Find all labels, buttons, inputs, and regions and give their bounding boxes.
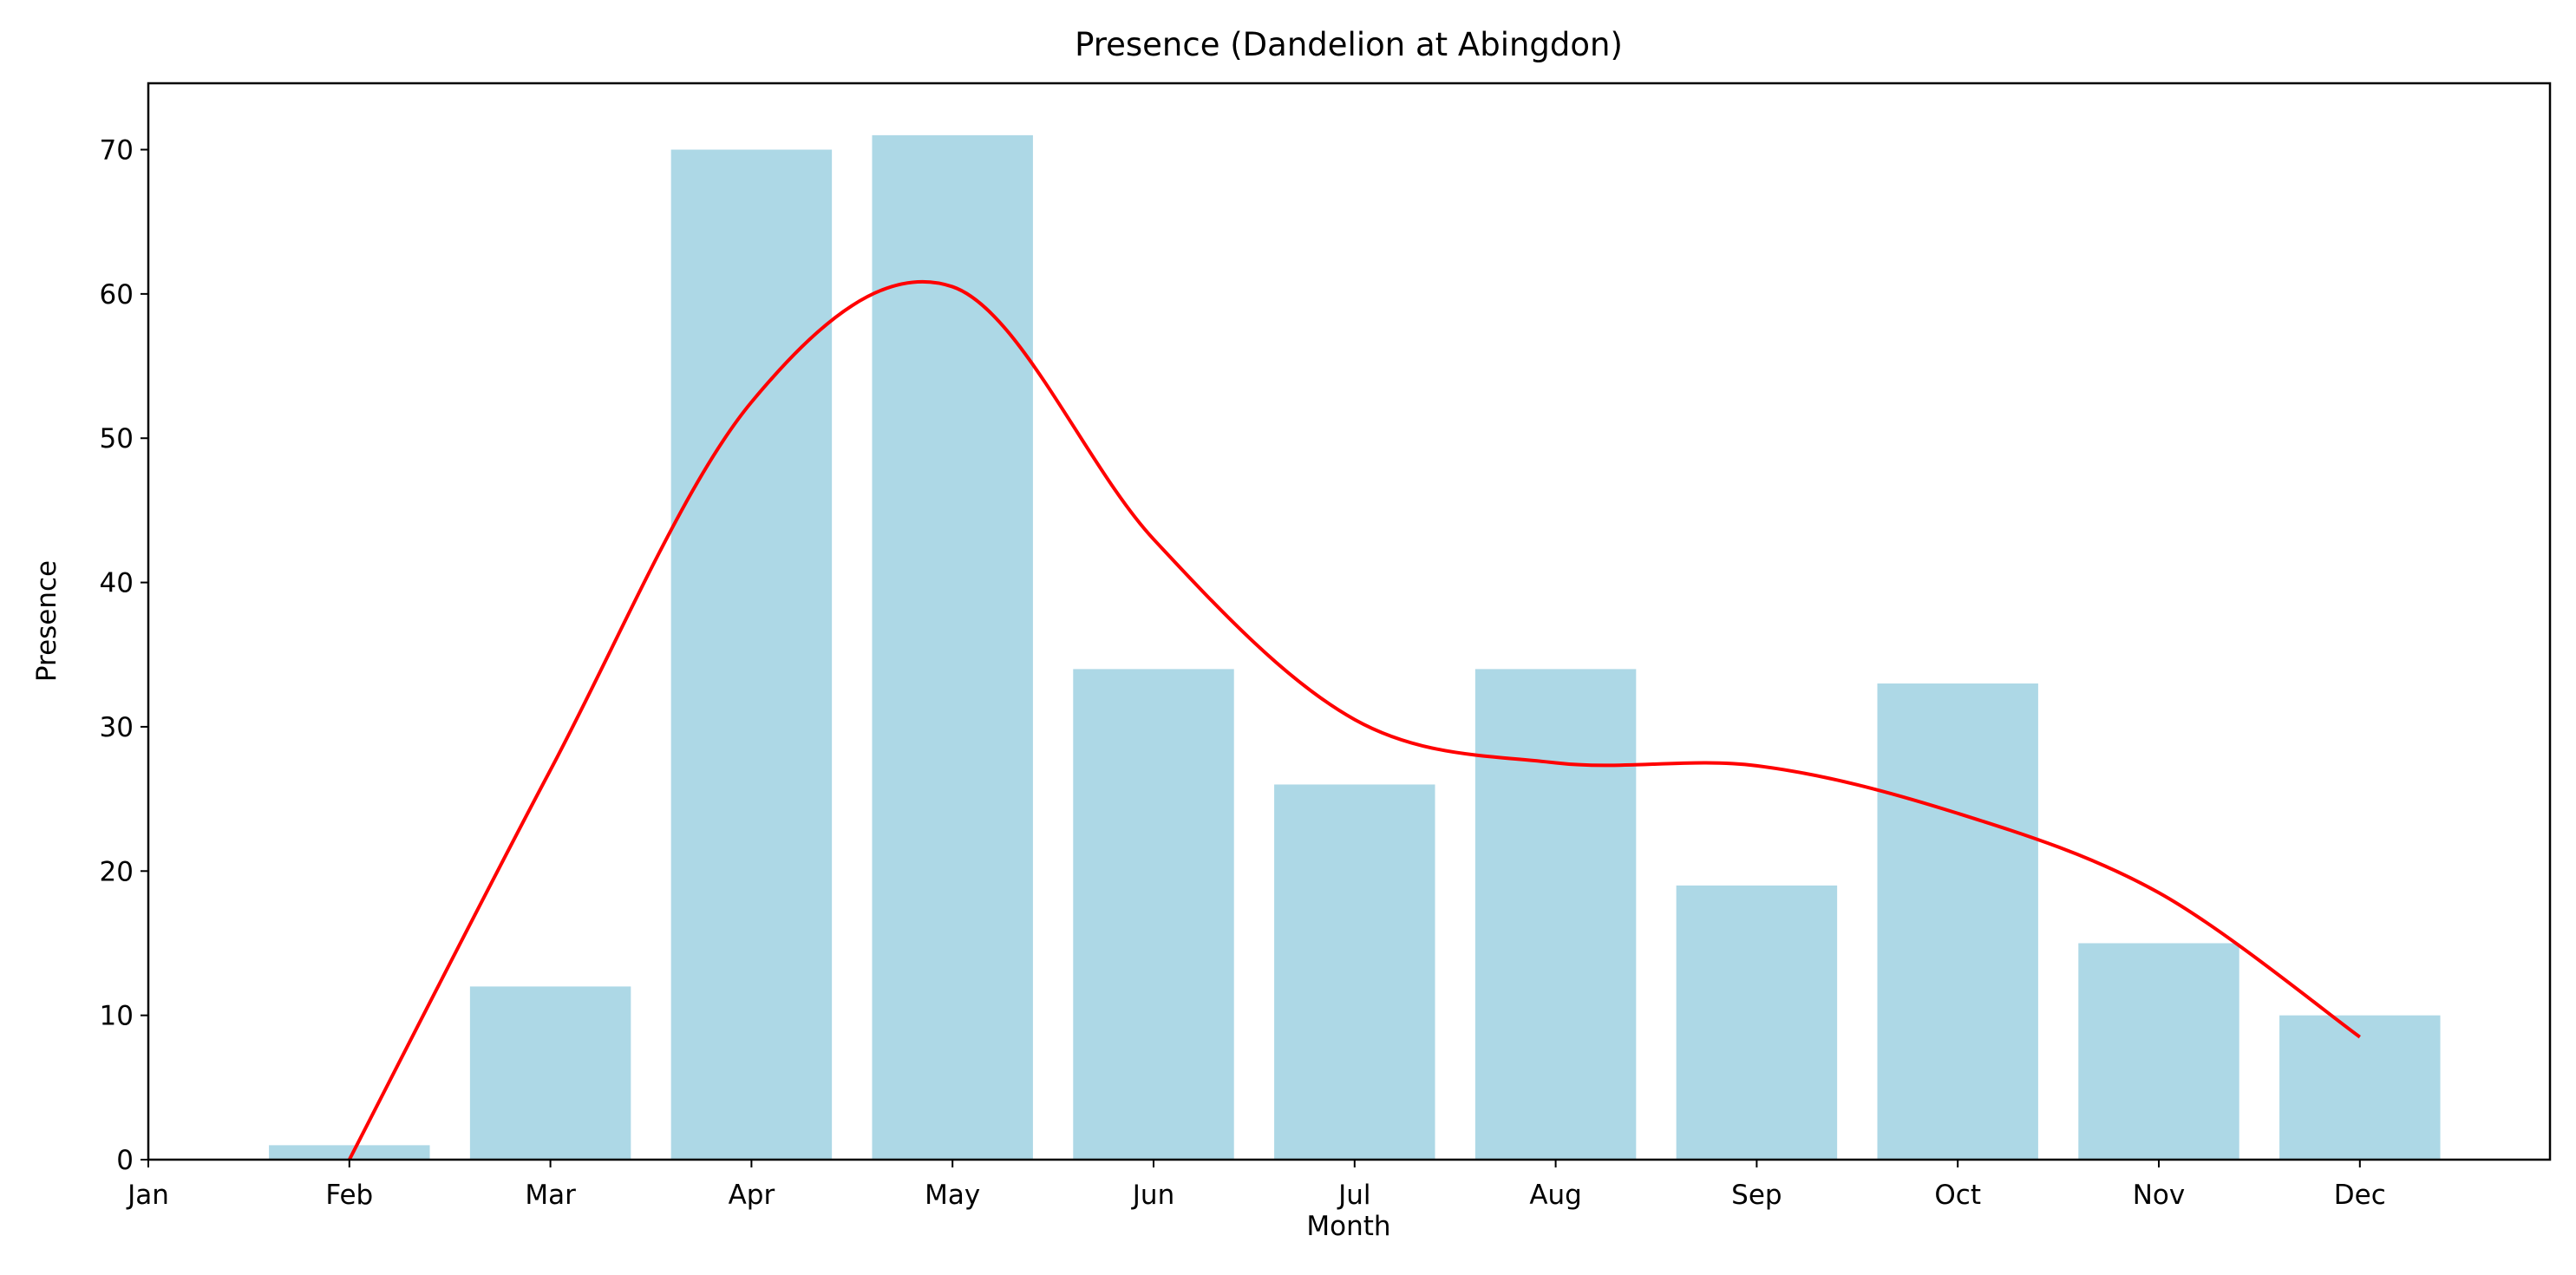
x-tick-label: Dec [2334, 1180, 2386, 1211]
y-tick-label: 40 [100, 568, 134, 599]
y-tick-label: 20 [100, 856, 134, 887]
trend-line [348, 279, 2361, 1161]
bar-dec [2279, 1015, 2441, 1160]
bar-aug [1474, 669, 1637, 1160]
x-tick-label: Apr [729, 1180, 775, 1211]
x-tick-label: Feb [325, 1180, 373, 1211]
chart-title: Presence (Dandelion at Abingdon) [1075, 26, 1623, 63]
bar-may [872, 134, 1033, 1160]
bar-apr [670, 149, 833, 1160]
x-tick-label: Nov [2133, 1180, 2186, 1211]
bar-jun [1073, 669, 1234, 1160]
x-tick-label: Sep [1731, 1180, 1782, 1211]
bar-jul [1274, 784, 1435, 1160]
x-tick-label: Oct [1934, 1180, 1981, 1211]
bar-feb [269, 1145, 430, 1160]
y-axis-label: Presence [31, 560, 62, 682]
bar-oct [1877, 683, 2038, 1160]
x-tick-label: Mar [525, 1180, 576, 1211]
bar-nov [2078, 943, 2239, 1160]
x-axis-label: Month [1306, 1211, 1390, 1242]
y-tick-label: 60 [100, 279, 134, 311]
plot-frame [147, 82, 2552, 1161]
y-tick-label: 70 [100, 135, 134, 167]
y-tick-label: 10 [100, 1001, 134, 1032]
bar-sep [1676, 885, 1838, 1160]
x-tick-label: Jan [126, 1180, 169, 1211]
y-tick-label: 50 [100, 423, 134, 454]
x-tick-label: Jul [1337, 1180, 1370, 1211]
x-tick-label: Jun [1131, 1180, 1174, 1211]
bar-mar [469, 986, 631, 1160]
x-tick-label: May [925, 1180, 980, 1211]
y-tick-label: 0 [116, 1145, 134, 1176]
x-tick-label: Aug [1529, 1180, 1582, 1211]
y-tick-label: 30 [100, 712, 134, 743]
